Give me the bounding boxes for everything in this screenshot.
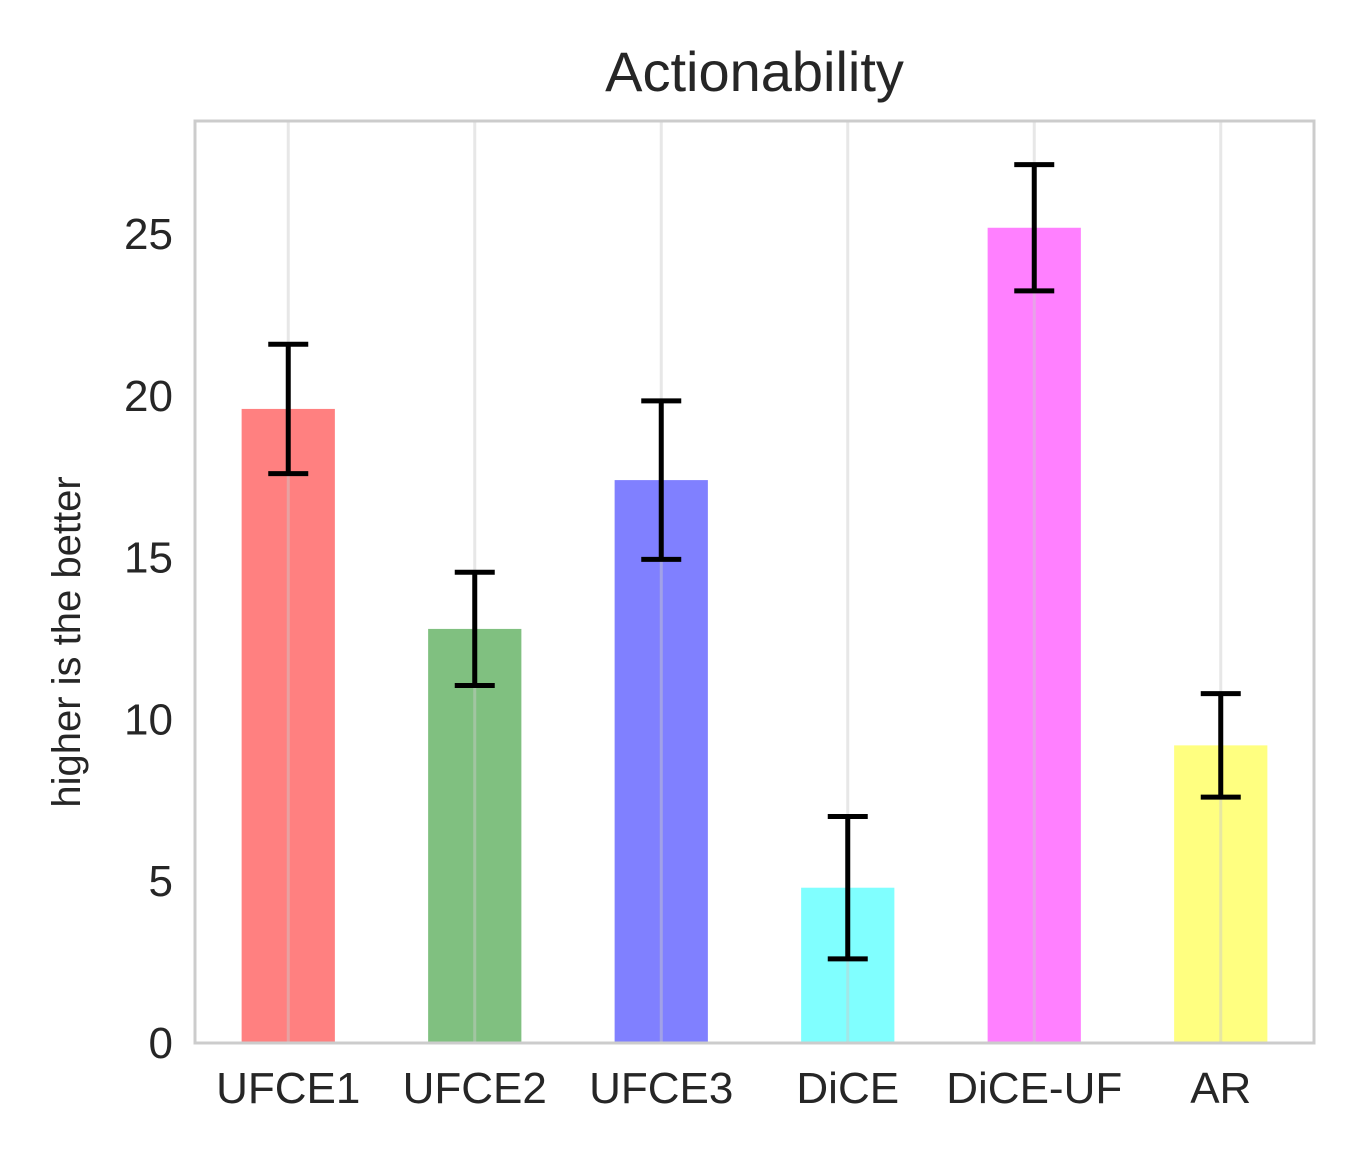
x-tick-label-dice-uf: DiCE-UF	[946, 1064, 1122, 1113]
bar-ufce2	[428, 628, 522, 1043]
y-axis-title: higher is the better	[45, 476, 89, 807]
y-tick-label-25: 25	[124, 210, 173, 259]
error-bar-dice-uf	[1014, 162, 1055, 294]
y-tick-labels: 0 5 10 15 20 25	[124, 210, 173, 1068]
plot-frame	[193, 119, 1316, 1045]
x-tick-label-ufce3: UFCE3	[589, 1064, 733, 1113]
y-tick-label-5: 5	[149, 857, 173, 906]
error-bar-dice	[827, 814, 868, 962]
error-bar-ufce1	[268, 341, 309, 477]
x-tick-label-ar: AR	[1190, 1064, 1251, 1113]
error-bars	[268, 162, 1241, 962]
x-tick-label-ufce2: UFCE2	[403, 1064, 547, 1113]
y-tick-label-20: 20	[124, 372, 173, 421]
bar-ufce3	[614, 480, 708, 1043]
y-tick-label-15: 15	[124, 534, 173, 583]
x-tick-label-ufce1: UFCE1	[216, 1064, 360, 1113]
error-bar-ar	[1200, 691, 1241, 800]
error-bar-ufce2	[454, 569, 495, 689]
bar-dice-uf	[987, 227, 1081, 1044]
y-tick-label-10: 10	[124, 695, 173, 744]
bars	[241, 227, 1268, 1044]
y-tick-label-0: 0	[149, 1019, 173, 1068]
bar-ufce1	[241, 408, 335, 1043]
chart-title: Actionability	[605, 40, 904, 103]
x-tick-labels: UFCE1 UFCE2 UFCE3 DiCE DiCE-UF AR	[216, 1064, 1251, 1113]
x-tick-label-dice: DiCE	[796, 1064, 899, 1113]
error-bar-ufce3	[641, 398, 682, 562]
